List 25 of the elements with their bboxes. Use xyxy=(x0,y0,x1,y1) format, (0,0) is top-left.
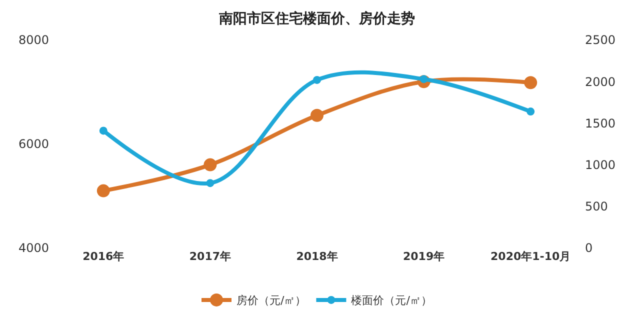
point xyxy=(99,126,108,135)
point xyxy=(204,158,217,172)
y-tick-label: 4000 xyxy=(18,241,49,256)
x-tick-label: 2018年 xyxy=(296,250,338,263)
point xyxy=(313,76,321,84)
point xyxy=(310,108,324,122)
x-tick-label: 2019年 xyxy=(402,250,445,263)
y2-tick-label: 500 xyxy=(585,200,608,214)
y2-tick-label: 0 xyxy=(585,241,593,256)
y2-tick-label: 1500 xyxy=(585,116,616,130)
legend-label: 楼面价（元/㎡） xyxy=(351,294,432,308)
point xyxy=(206,179,214,188)
chart-title: 南阳市区住宅楼面价、房价走势 xyxy=(218,10,415,27)
x-tick-label: 2020年1-10月 xyxy=(490,250,571,263)
x-tick-label: 2017年 xyxy=(189,250,232,263)
point xyxy=(524,76,538,90)
y-tick-label: 6000 xyxy=(18,137,49,152)
y-tick-label: 8000 xyxy=(18,33,49,48)
point xyxy=(526,108,535,116)
legend-label: 房价（元/㎡） xyxy=(236,294,306,308)
y2-tick-label: 2000 xyxy=(585,74,616,89)
x-tick-label: 2016年 xyxy=(82,250,124,263)
y2-tick-label: 1000 xyxy=(585,158,616,172)
point xyxy=(96,184,110,198)
y2-tick-label: 2500 xyxy=(585,33,616,48)
